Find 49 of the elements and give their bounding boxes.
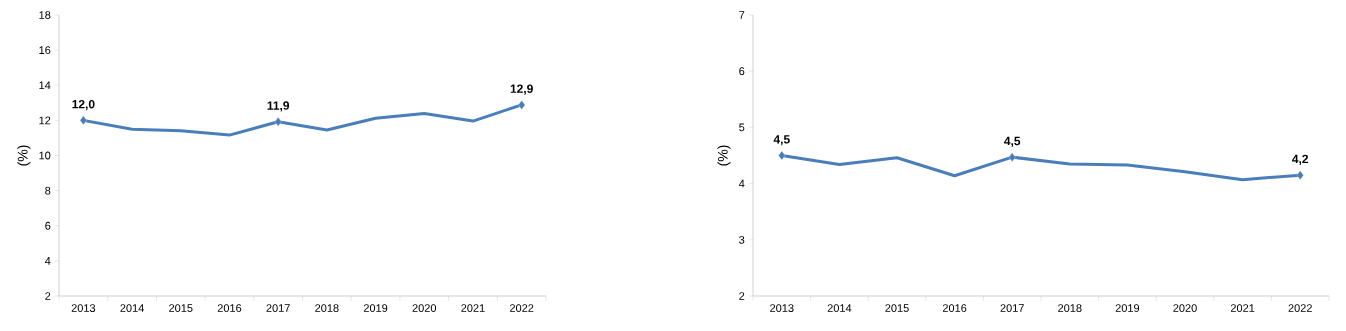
y-axis-title: (%) — [717, 145, 731, 166]
x-tick-label: 2014 — [827, 304, 852, 312]
x-tick-label: 2014 — [120, 304, 144, 312]
y-tick-label: 2 — [739, 292, 745, 300]
y-tick-label: 12 — [39, 116, 51, 125]
y-tick-label: 4 — [44, 257, 51, 265]
y-tick-label: 16 — [39, 46, 51, 55]
data-label: 12,9 — [510, 84, 533, 95]
point — [778, 150, 786, 161]
point — [1296, 170, 1304, 180]
x-tick-label: 2017 — [266, 304, 290, 312]
x-tick-label: 2021 — [461, 304, 485, 312]
x-tick-label: 2016 — [217, 304, 242, 312]
point — [274, 117, 282, 127]
x-tick-label: 2020 — [1173, 304, 1197, 312]
x-tick-label: 2020 — [412, 304, 437, 312]
point — [518, 100, 526, 110]
x-tick-label: 2019 — [363, 304, 388, 312]
x-tick-label: 2016 — [942, 304, 967, 312]
y-tick-label: 3 — [739, 235, 745, 244]
x-tick-label: 2018 — [1058, 304, 1082, 312]
x-tick-label: 2015 — [885, 304, 909, 312]
x-tick-label: 2021 — [1230, 304, 1255, 312]
x-tick-label: 2015 — [169, 304, 193, 312]
x-tick-label: 2022 — [1288, 304, 1312, 312]
point — [1008, 152, 1016, 162]
x-tick-label: 2017 — [1000, 304, 1024, 312]
y-tick-label: 8 — [45, 186, 51, 195]
y-tick-label: 5 — [739, 123, 745, 132]
x-tick-label: 2018 — [315, 304, 339, 312]
y-tick-label: 7 — [739, 11, 745, 19]
point — [79, 115, 87, 126]
data-label: 4,2 — [1292, 154, 1309, 165]
x-tick-label: 2022 — [509, 304, 534, 312]
data-label: 4,5 — [773, 135, 790, 146]
data-label: 11,9 — [267, 101, 290, 112]
y-tick-label: 4 — [738, 179, 745, 188]
x-tick-label: 2013 — [770, 304, 794, 312]
y-tick-label: 2 — [45, 292, 51, 300]
y-axis-title: (%) — [17, 145, 31, 166]
y-tick-label: 6 — [45, 221, 51, 230]
y-tick-label: 14 — [39, 81, 51, 90]
y-tick-label: 6 — [739, 67, 745, 76]
x-tick-label: 2013 — [71, 304, 96, 312]
y-tick-label: 18 — [39, 11, 51, 19]
x-tick-label: 2019 — [1115, 304, 1140, 312]
y-tick-label: 10 — [39, 151, 51, 160]
data-label: 4,5 — [1004, 136, 1021, 147]
data-label: 12,0 — [72, 99, 95, 111]
